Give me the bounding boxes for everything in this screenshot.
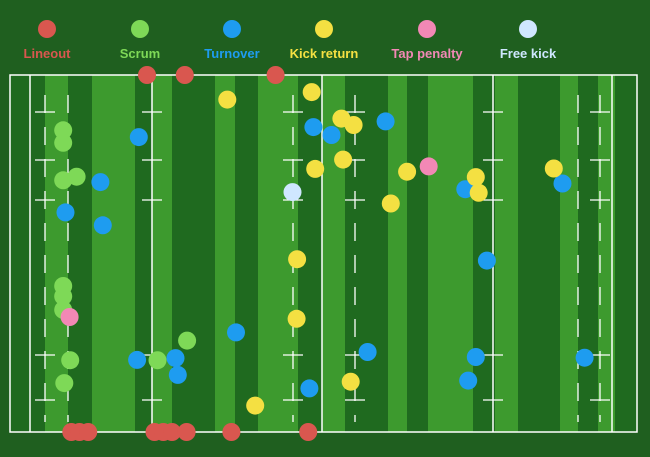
point-kick-return bbox=[344, 116, 363, 134]
point-kick-return bbox=[246, 396, 265, 415]
legend-marker-free-kick bbox=[519, 20, 537, 38]
point-turnover bbox=[575, 348, 594, 367]
legend-label-lineout: Lineout bbox=[24, 46, 72, 61]
point-turnover bbox=[166, 349, 185, 368]
pitch-stripe bbox=[152, 75, 172, 432]
legend-label-tap-penalty: Tap penalty bbox=[391, 46, 463, 61]
point-kick-return bbox=[306, 159, 325, 178]
point-kick-return bbox=[218, 90, 237, 109]
point-lineout bbox=[177, 423, 196, 441]
point-turnover bbox=[56, 203, 75, 222]
point-turnover bbox=[304, 118, 323, 137]
pitch-stripe bbox=[92, 75, 135, 432]
point-lineout bbox=[163, 423, 181, 441]
legend-label-turnover: Turnover bbox=[204, 46, 259, 61]
data-points bbox=[54, 66, 594, 441]
pitch bbox=[9, 74, 638, 433]
point-kick-return bbox=[381, 194, 400, 213]
point-kick-return bbox=[288, 250, 307, 269]
legend: Lineout Scrum Turnover Kick return Tap penal… bbox=[24, 20, 557, 61]
point-kick-return bbox=[302, 83, 321, 102]
legend-marker-lineout bbox=[38, 20, 56, 38]
point-lineout bbox=[138, 66, 156, 84]
point-scrum bbox=[148, 351, 167, 370]
point-tap-penalty bbox=[60, 308, 79, 326]
point-lineout bbox=[175, 66, 194, 84]
legend-label-kick-return: Kick return bbox=[290, 46, 359, 61]
point-scrum bbox=[67, 167, 86, 186]
point-lineout bbox=[299, 423, 318, 441]
point-kick-return bbox=[341, 372, 360, 391]
point-turnover bbox=[358, 343, 377, 361]
point-scrum bbox=[55, 374, 74, 393]
legend-marker-kick-return bbox=[315, 20, 333, 38]
point-scrum bbox=[178, 331, 197, 350]
point-turnover bbox=[91, 173, 110, 192]
point-turnover bbox=[322, 126, 341, 144]
pitch-stripe bbox=[45, 75, 68, 432]
point-tap-penalty bbox=[419, 157, 438, 176]
point-scrum bbox=[54, 287, 73, 306]
point-turnover bbox=[477, 251, 496, 270]
point-turnover bbox=[93, 216, 112, 235]
point-turnover bbox=[168, 365, 187, 384]
point-lineout bbox=[79, 423, 98, 441]
pitch-stripe bbox=[215, 75, 235, 432]
point-turnover bbox=[466, 348, 485, 366]
pitch-stripe bbox=[598, 75, 615, 432]
point-kick-return bbox=[544, 159, 563, 178]
point-turnover bbox=[129, 128, 148, 147]
pitch-boundary bbox=[9, 74, 638, 433]
point-turnover bbox=[300, 379, 319, 398]
legend-label-scrum: Scrum bbox=[120, 46, 160, 61]
pitch-stripe bbox=[560, 75, 578, 432]
point-turnover bbox=[128, 350, 147, 369]
point-lineout bbox=[266, 66, 285, 84]
point-kick-return bbox=[334, 150, 353, 169]
point-scrum bbox=[54, 121, 73, 140]
legend-marker-tap-penalty bbox=[418, 20, 436, 38]
point-kick-return bbox=[398, 162, 417, 181]
point-lineout bbox=[222, 423, 241, 441]
legend-marker-turnover bbox=[223, 20, 241, 38]
point-turnover bbox=[227, 323, 245, 342]
point-free-kick bbox=[283, 183, 302, 202]
legend-label-free-kick: Free kick bbox=[500, 46, 557, 61]
point-turnover bbox=[376, 112, 395, 131]
pitch-stripe bbox=[495, 75, 518, 432]
point-kick-return bbox=[287, 309, 306, 328]
point-scrum bbox=[54, 133, 73, 152]
point-kick-return bbox=[466, 168, 485, 187]
point-turnover bbox=[459, 371, 478, 390]
legend-marker-scrum bbox=[131, 20, 149, 38]
point-kick-return bbox=[469, 183, 488, 202]
point-scrum bbox=[61, 351, 80, 370]
point-turnover bbox=[553, 174, 572, 193]
